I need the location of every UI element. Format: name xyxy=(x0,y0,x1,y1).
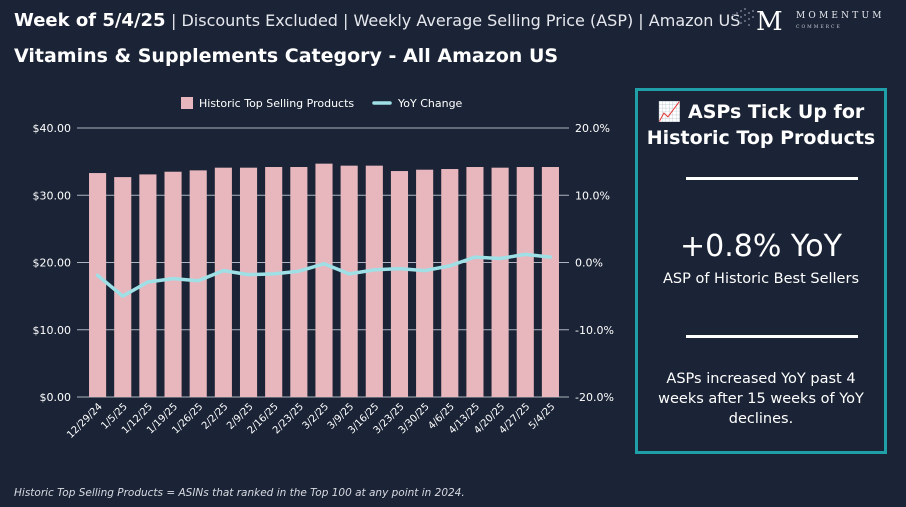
panel-body-line-1: ASPs increased YoY past 4 xyxy=(666,371,856,387)
y-left-tick-label: $20.00 xyxy=(33,257,72,270)
yoy-point xyxy=(97,274,99,276)
yoy-point xyxy=(449,265,451,267)
bar xyxy=(189,170,207,397)
panel-headline-stat: +0.8% YoY xyxy=(680,229,842,264)
logo-mark-icon: M xyxy=(732,7,783,34)
yoy-point xyxy=(373,269,375,271)
header-line: Week of 5/4/25 | Discounts Excluded | We… xyxy=(14,10,740,31)
yoy-point xyxy=(197,280,199,282)
y-right-tick-label: 0.0% xyxy=(575,257,603,270)
bar xyxy=(516,167,534,397)
yoy-point xyxy=(499,257,501,259)
panel-body-line-3: declines. xyxy=(728,411,794,427)
x-tick-label: 3/2/25 xyxy=(301,401,332,432)
panel-title-line-2: Historic Top Products xyxy=(646,127,876,149)
yoy-point xyxy=(248,274,250,276)
yoy-point xyxy=(398,268,400,270)
y-left-tick-label: $10.00 xyxy=(33,324,72,337)
yoy-point xyxy=(147,281,149,283)
x-tick-label: 12/29/24 xyxy=(65,401,105,441)
bar xyxy=(239,167,258,397)
yoy-point xyxy=(348,273,350,275)
bar xyxy=(491,167,509,397)
logo-letter: M xyxy=(756,7,783,34)
panel-body: ASPs increased YoY past 4 weeks after 15… xyxy=(648,369,874,429)
bar xyxy=(114,177,132,397)
panel-divider-top xyxy=(686,177,858,180)
asp-chart: $0.00 $10.00 $20.00 $30.00 $40.00 -20.0% -10.0… xyxy=(33,97,614,441)
footnote: Historic Top Selling Products = ASINs th… xyxy=(14,487,465,499)
yoy-point xyxy=(524,253,526,255)
y-left-tick-label: $40.00 xyxy=(33,122,72,135)
yoy-point xyxy=(172,278,174,280)
yoy-point xyxy=(323,263,325,265)
momentum-logo: M MOMENTUM COMMERCE xyxy=(732,6,902,34)
week-label: Week of 5/4/25 xyxy=(14,10,166,31)
y-right-tick-label: 10.0% xyxy=(575,189,610,202)
legend-line-label: YoY Change xyxy=(397,97,463,110)
x-tick-label: 5/4/25 xyxy=(527,401,558,432)
panel-body-line-2: weeks after 15 weeks of YoY xyxy=(658,391,864,407)
bar xyxy=(89,173,107,397)
legend-bar-swatch xyxy=(181,97,193,109)
bar xyxy=(466,167,484,397)
bar xyxy=(315,163,333,397)
yoy-point xyxy=(549,256,551,258)
y-right-tick-label: 20.0% xyxy=(575,122,610,135)
yoy-point xyxy=(273,273,275,275)
bar xyxy=(139,174,157,397)
bar xyxy=(441,169,459,397)
x-tick-label: 2/2/25 xyxy=(200,401,231,432)
page-title: Vitamins & Supplements Category - All Am… xyxy=(14,45,559,67)
y-left-tick-label: $0.00 xyxy=(40,391,72,404)
logo-word: MOMENTUM xyxy=(796,11,885,21)
bar xyxy=(214,167,232,397)
bar xyxy=(340,165,358,397)
bar xyxy=(365,165,383,397)
panel-title: 📈 ASPs Tick Up for Historic Top Products xyxy=(638,99,884,151)
y-right-tick-label: -20.0% xyxy=(575,391,614,404)
header-subtitle: | Discounts Excluded | Weekly Average Se… xyxy=(170,11,741,30)
panel-stat-caption: ASP of Historic Best Sellers xyxy=(662,271,859,287)
yoy-point xyxy=(474,256,476,258)
yoy-point xyxy=(298,270,300,272)
bar xyxy=(416,169,434,397)
legend-bar-label: Historic Top Selling Products xyxy=(199,97,354,110)
yoy-point xyxy=(122,295,124,297)
bar xyxy=(541,167,559,397)
bar xyxy=(290,167,308,397)
insight-panel: 📈 ASPs Tick Up for Historic Top Products… xyxy=(635,88,887,454)
panel-title-line-1: 📈 ASPs Tick Up for xyxy=(657,101,865,123)
y-left-tick-label: $30.00 xyxy=(33,189,72,202)
yoy-point xyxy=(424,270,426,272)
yoy-point xyxy=(222,270,224,272)
panel-divider-bottom xyxy=(686,335,858,338)
logo-subword: COMMERCE xyxy=(796,25,842,30)
bar xyxy=(265,167,283,397)
bar xyxy=(164,171,182,397)
y-right-tick-label: -10.0% xyxy=(575,324,614,337)
bar xyxy=(390,171,409,397)
